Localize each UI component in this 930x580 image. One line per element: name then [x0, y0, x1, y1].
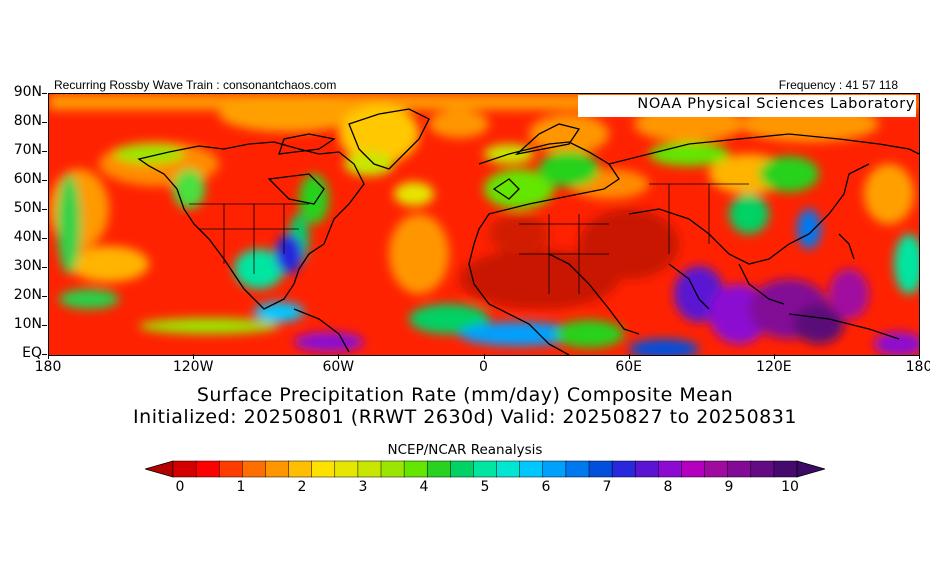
lon-tick — [338, 354, 339, 359]
colorbar-segment — [658, 460, 683, 478]
lat-label: 10N — [13, 316, 42, 332]
chart-title: Surface Precipitation Rate (mm/day) Comp… — [196, 384, 734, 406]
precipitation-map — [48, 93, 920, 356]
lon-tick — [774, 354, 775, 359]
lat-label: 90N — [13, 84, 42, 100]
colorbar-segment — [426, 460, 452, 478]
colorbar-segment — [611, 460, 636, 478]
colorbar-segment — [773, 460, 798, 478]
lat-label: 50N — [13, 200, 42, 216]
map-canvas — [49, 94, 919, 355]
lon-label: 180 — [34, 359, 62, 375]
lon-label: 120W — [172, 359, 214, 375]
lon-label: 60E — [615, 359, 642, 375]
lat-tick — [42, 151, 47, 152]
colorbar-label: 7 — [602, 479, 612, 495]
colorbar-segment — [334, 460, 359, 478]
colorbar-segment — [634, 460, 660, 478]
data-source-label: NCEP/NCAR Reanalysis — [387, 442, 543, 458]
header-left-text: Recurring Rossby Wave Train : consonantc… — [54, 78, 337, 92]
colorbar-segment — [195, 460, 220, 478]
colorbar-segment — [218, 460, 244, 478]
lat-tick — [42, 122, 47, 123]
colorbar-label: 6 — [541, 479, 551, 495]
colorbar-label: 10 — [781, 479, 799, 495]
colorbar-segment — [565, 460, 590, 478]
lat-label: EQ — [22, 345, 42, 361]
colorbar-segment — [311, 460, 336, 478]
lat-tick — [42, 238, 47, 239]
colorbar-label: 8 — [663, 479, 673, 495]
lon-tick — [919, 354, 920, 359]
lon-tick — [629, 354, 630, 359]
colorbar-segment — [473, 460, 498, 478]
colorbar-label: 5 — [480, 479, 490, 495]
lat-tick — [42, 354, 47, 355]
lon-tick — [193, 354, 194, 359]
colorbar-segment — [172, 460, 197, 478]
lat-label: 80N — [13, 113, 42, 129]
colorbar — [145, 460, 825, 478]
colorbar-segment — [242, 460, 267, 478]
lat-tick — [42, 209, 47, 210]
colorbar-label: 0 — [175, 479, 185, 495]
colorbar-label: 4 — [419, 479, 429, 495]
lat-tick — [42, 296, 47, 297]
colorbar-segment — [265, 460, 290, 478]
colorbar-segment — [357, 460, 382, 478]
colorbar-segment — [542, 460, 567, 478]
lon-label: 120E — [756, 359, 792, 375]
lat-tick — [42, 93, 47, 94]
colorbar-segment — [496, 460, 521, 478]
lat-label: 20N — [13, 287, 42, 303]
lab-label: NOAA Physical Sciences Laboratory — [637, 96, 915, 112]
colorbar-label: 9 — [724, 479, 734, 495]
colorbar-over-triangle — [796, 460, 825, 478]
colorbar-segment — [727, 460, 752, 478]
lat-label: 70N — [13, 142, 42, 158]
colorbar-segment — [750, 460, 775, 478]
colorbar-segment — [704, 460, 729, 478]
coastlines — [137, 108, 919, 355]
colorbar-segment — [288, 460, 313, 478]
colorbar-segment — [450, 460, 475, 478]
colorbar-label: 1 — [236, 479, 246, 495]
lat-tick — [42, 325, 47, 326]
chart-subtitle: Initialized: 20250801 (RRWT 2630d) Valid… — [133, 406, 797, 428]
lab-label-box — [578, 95, 916, 117]
lon-tick — [484, 354, 485, 359]
colorbar-segment — [681, 460, 706, 478]
lon-tick — [48, 354, 49, 359]
colorbar-segment — [519, 460, 544, 478]
lat-label: 30N — [13, 258, 42, 274]
colorbar-segment — [588, 460, 613, 478]
lon-label: 60W — [322, 359, 355, 375]
colorbar-label: 3 — [358, 479, 368, 495]
colorbar-segment — [403, 460, 428, 478]
lat-tick — [42, 267, 47, 268]
lat-label: 40N — [13, 229, 42, 245]
header-frequency-text: Frequency : 41 57 118 — [778, 78, 898, 92]
colorbar-segment — [380, 460, 405, 478]
colorbar-label: 2 — [297, 479, 307, 495]
colorbar-under-triangle — [145, 460, 174, 478]
lon-label: 180 — [905, 359, 930, 375]
lat-label: 60N — [13, 171, 42, 187]
lon-label: 0 — [479, 359, 488, 375]
lat-tick — [42, 180, 47, 181]
